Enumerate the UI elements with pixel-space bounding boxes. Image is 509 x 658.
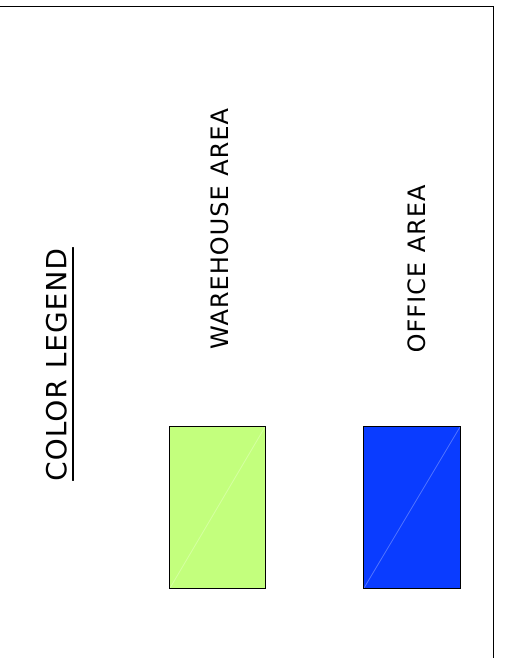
swatch-diagonal-warehouse <box>170 427 265 588</box>
frame-top-border <box>0 6 494 7</box>
legend-label-office: OFFICE AREA <box>403 183 431 353</box>
legend-swatch-warehouse <box>169 426 266 589</box>
legend-label-warehouse: WAREHOUSE AREA <box>206 107 234 349</box>
legend-swatch-office <box>363 426 461 589</box>
frame-right-border <box>493 6 494 658</box>
swatch-diagonal-office <box>364 427 460 588</box>
legend-title: COLOR LEGEND <box>40 247 73 481</box>
